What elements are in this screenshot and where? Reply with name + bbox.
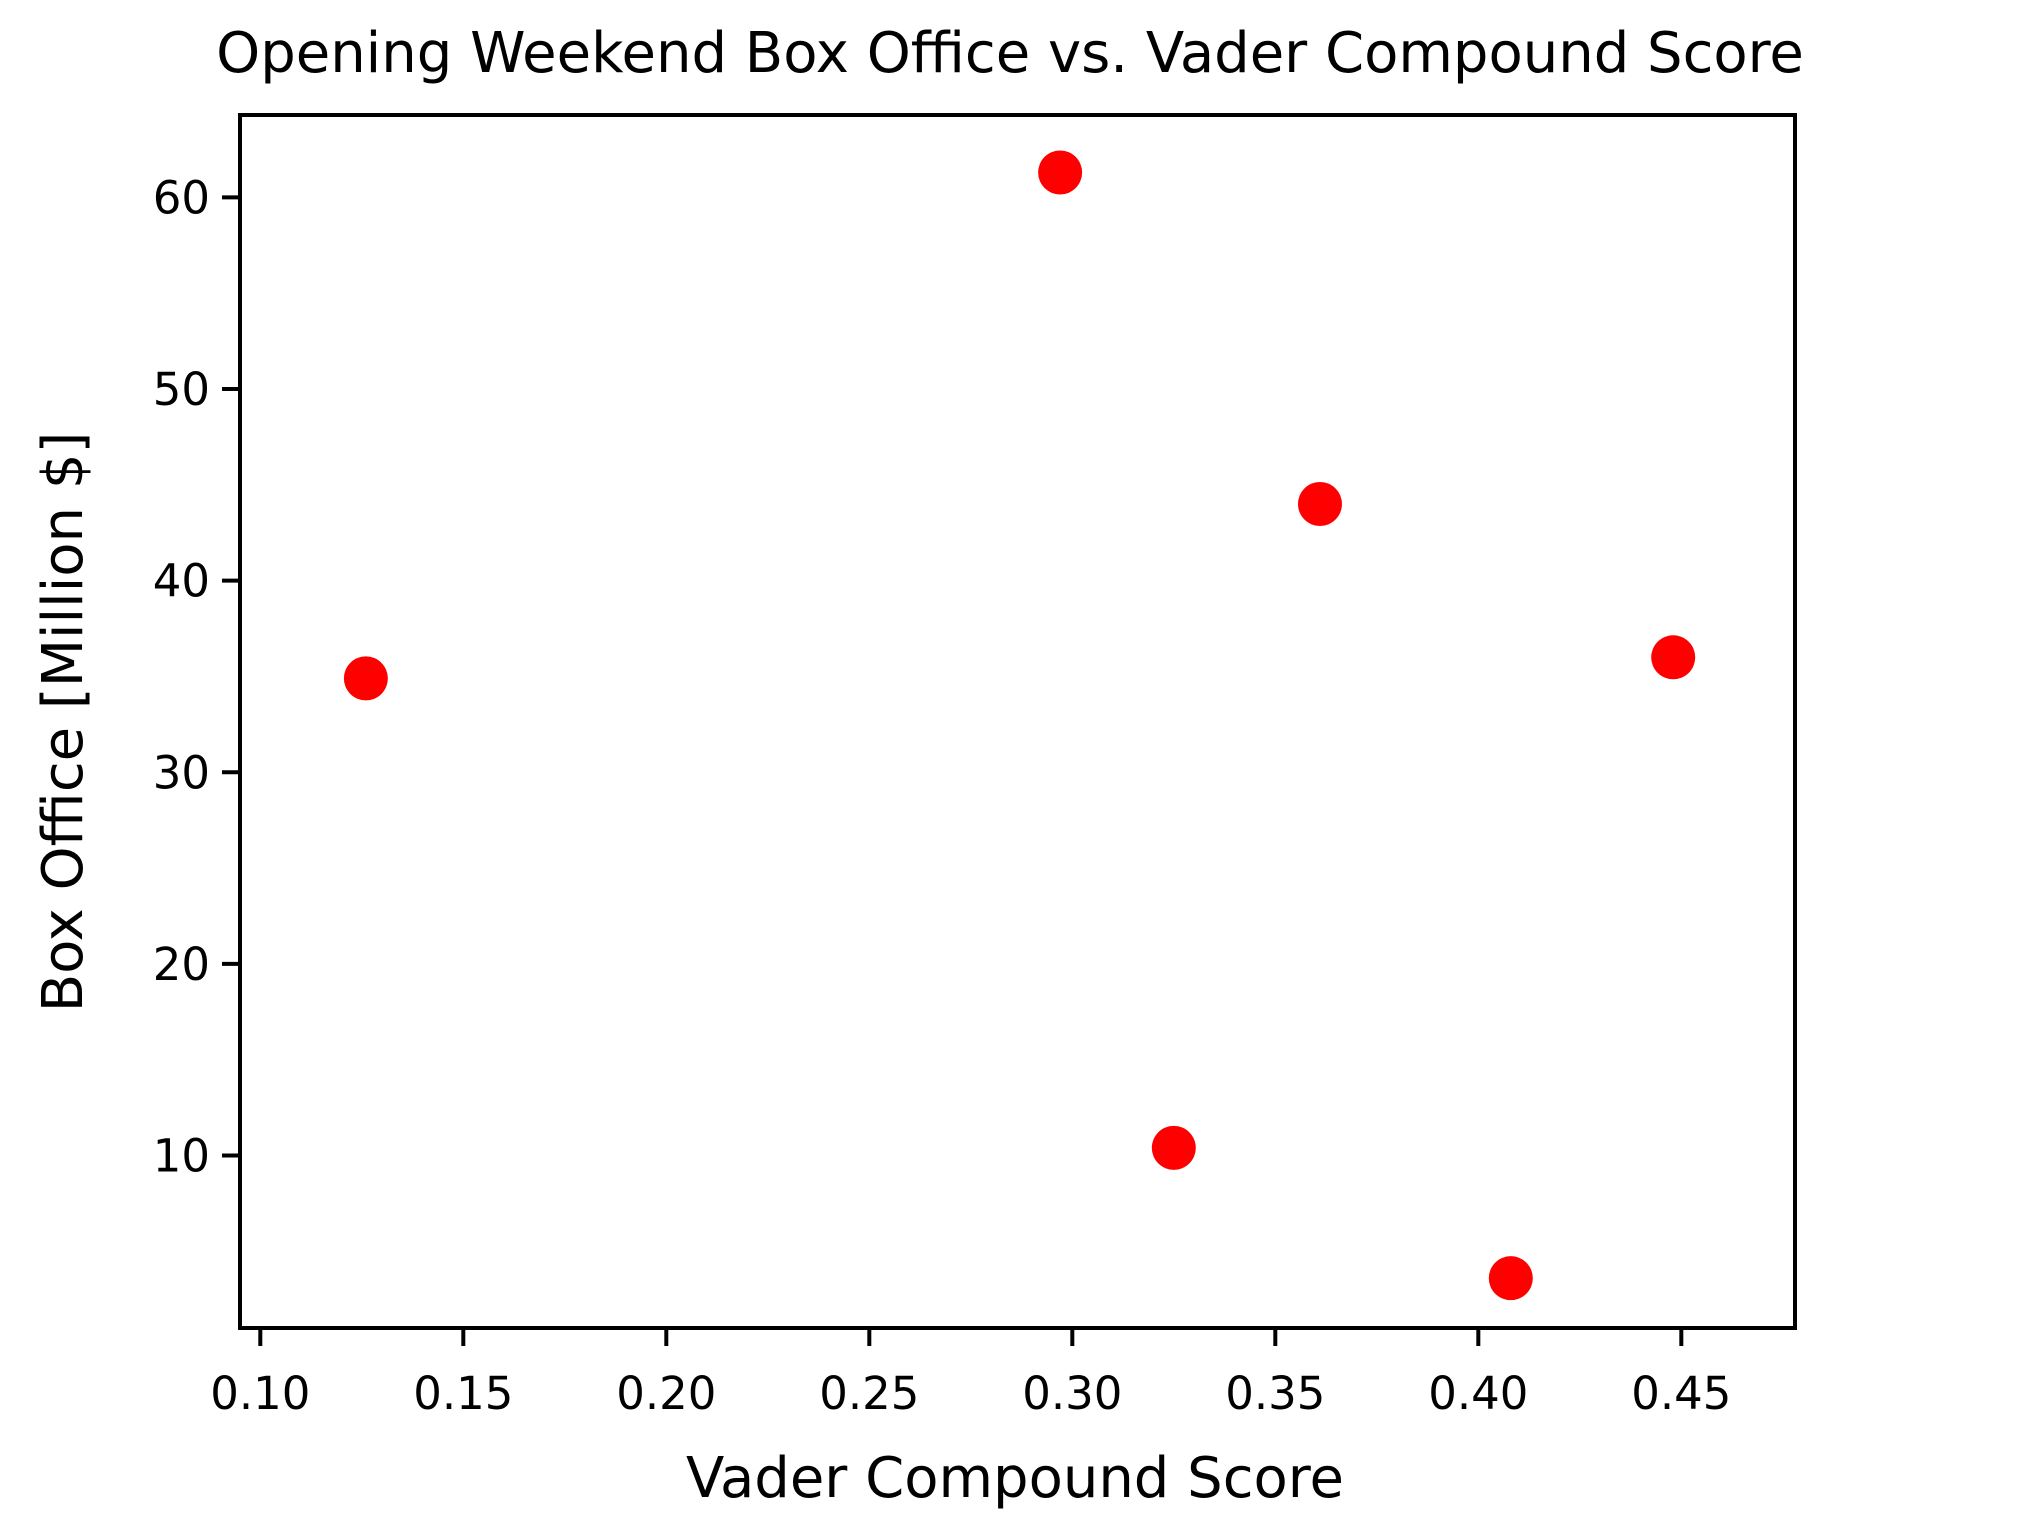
- x-tick-label: 0.30: [1022, 1367, 1122, 1420]
- y-axis-label: Box Office [Million $]: [31, 432, 96, 1013]
- y-tick-label: 50: [153, 363, 210, 416]
- plot-frame: [238, 113, 1797, 1330]
- plot-area: [238, 113, 1797, 1330]
- data-point: [1038, 150, 1083, 195]
- x-tick-label: 0.35: [1225, 1367, 1325, 1420]
- y-tick-label: 60: [153, 171, 210, 224]
- data-point: [1651, 635, 1696, 680]
- chart-title: Opening Weekend Box Office vs. Vader Com…: [216, 21, 1804, 86]
- y-tick-label: 30: [153, 746, 210, 799]
- x-tick-label: 0.15: [413, 1367, 513, 1420]
- data-point: [1297, 482, 1342, 527]
- y-tick-label: 40: [153, 555, 210, 608]
- y-tick-label: 20: [153, 938, 210, 991]
- x-tick-label: 0.20: [616, 1367, 716, 1420]
- x-axis-label: Vader Compound Score: [686, 1446, 1344, 1511]
- y-tick-label: 10: [153, 1130, 210, 1183]
- data-point: [1151, 1125, 1196, 1170]
- y-axis-ticks: 10 20 30 40 50 60: [153, 171, 240, 1183]
- data-point: [1488, 1256, 1533, 1301]
- data-point: [343, 656, 388, 701]
- x-tick-label: 0.25: [819, 1367, 919, 1420]
- data-points: [343, 150, 1696, 1301]
- x-tick-label: 0.40: [1428, 1367, 1528, 1420]
- x-tick-label: 0.10: [210, 1367, 310, 1420]
- x-axis-ticks: 0.10 0.15 0.20 0.25 0.30 0.35 0.40 0.45: [210, 1328, 1731, 1420]
- x-tick-label: 0.45: [1631, 1367, 1731, 1420]
